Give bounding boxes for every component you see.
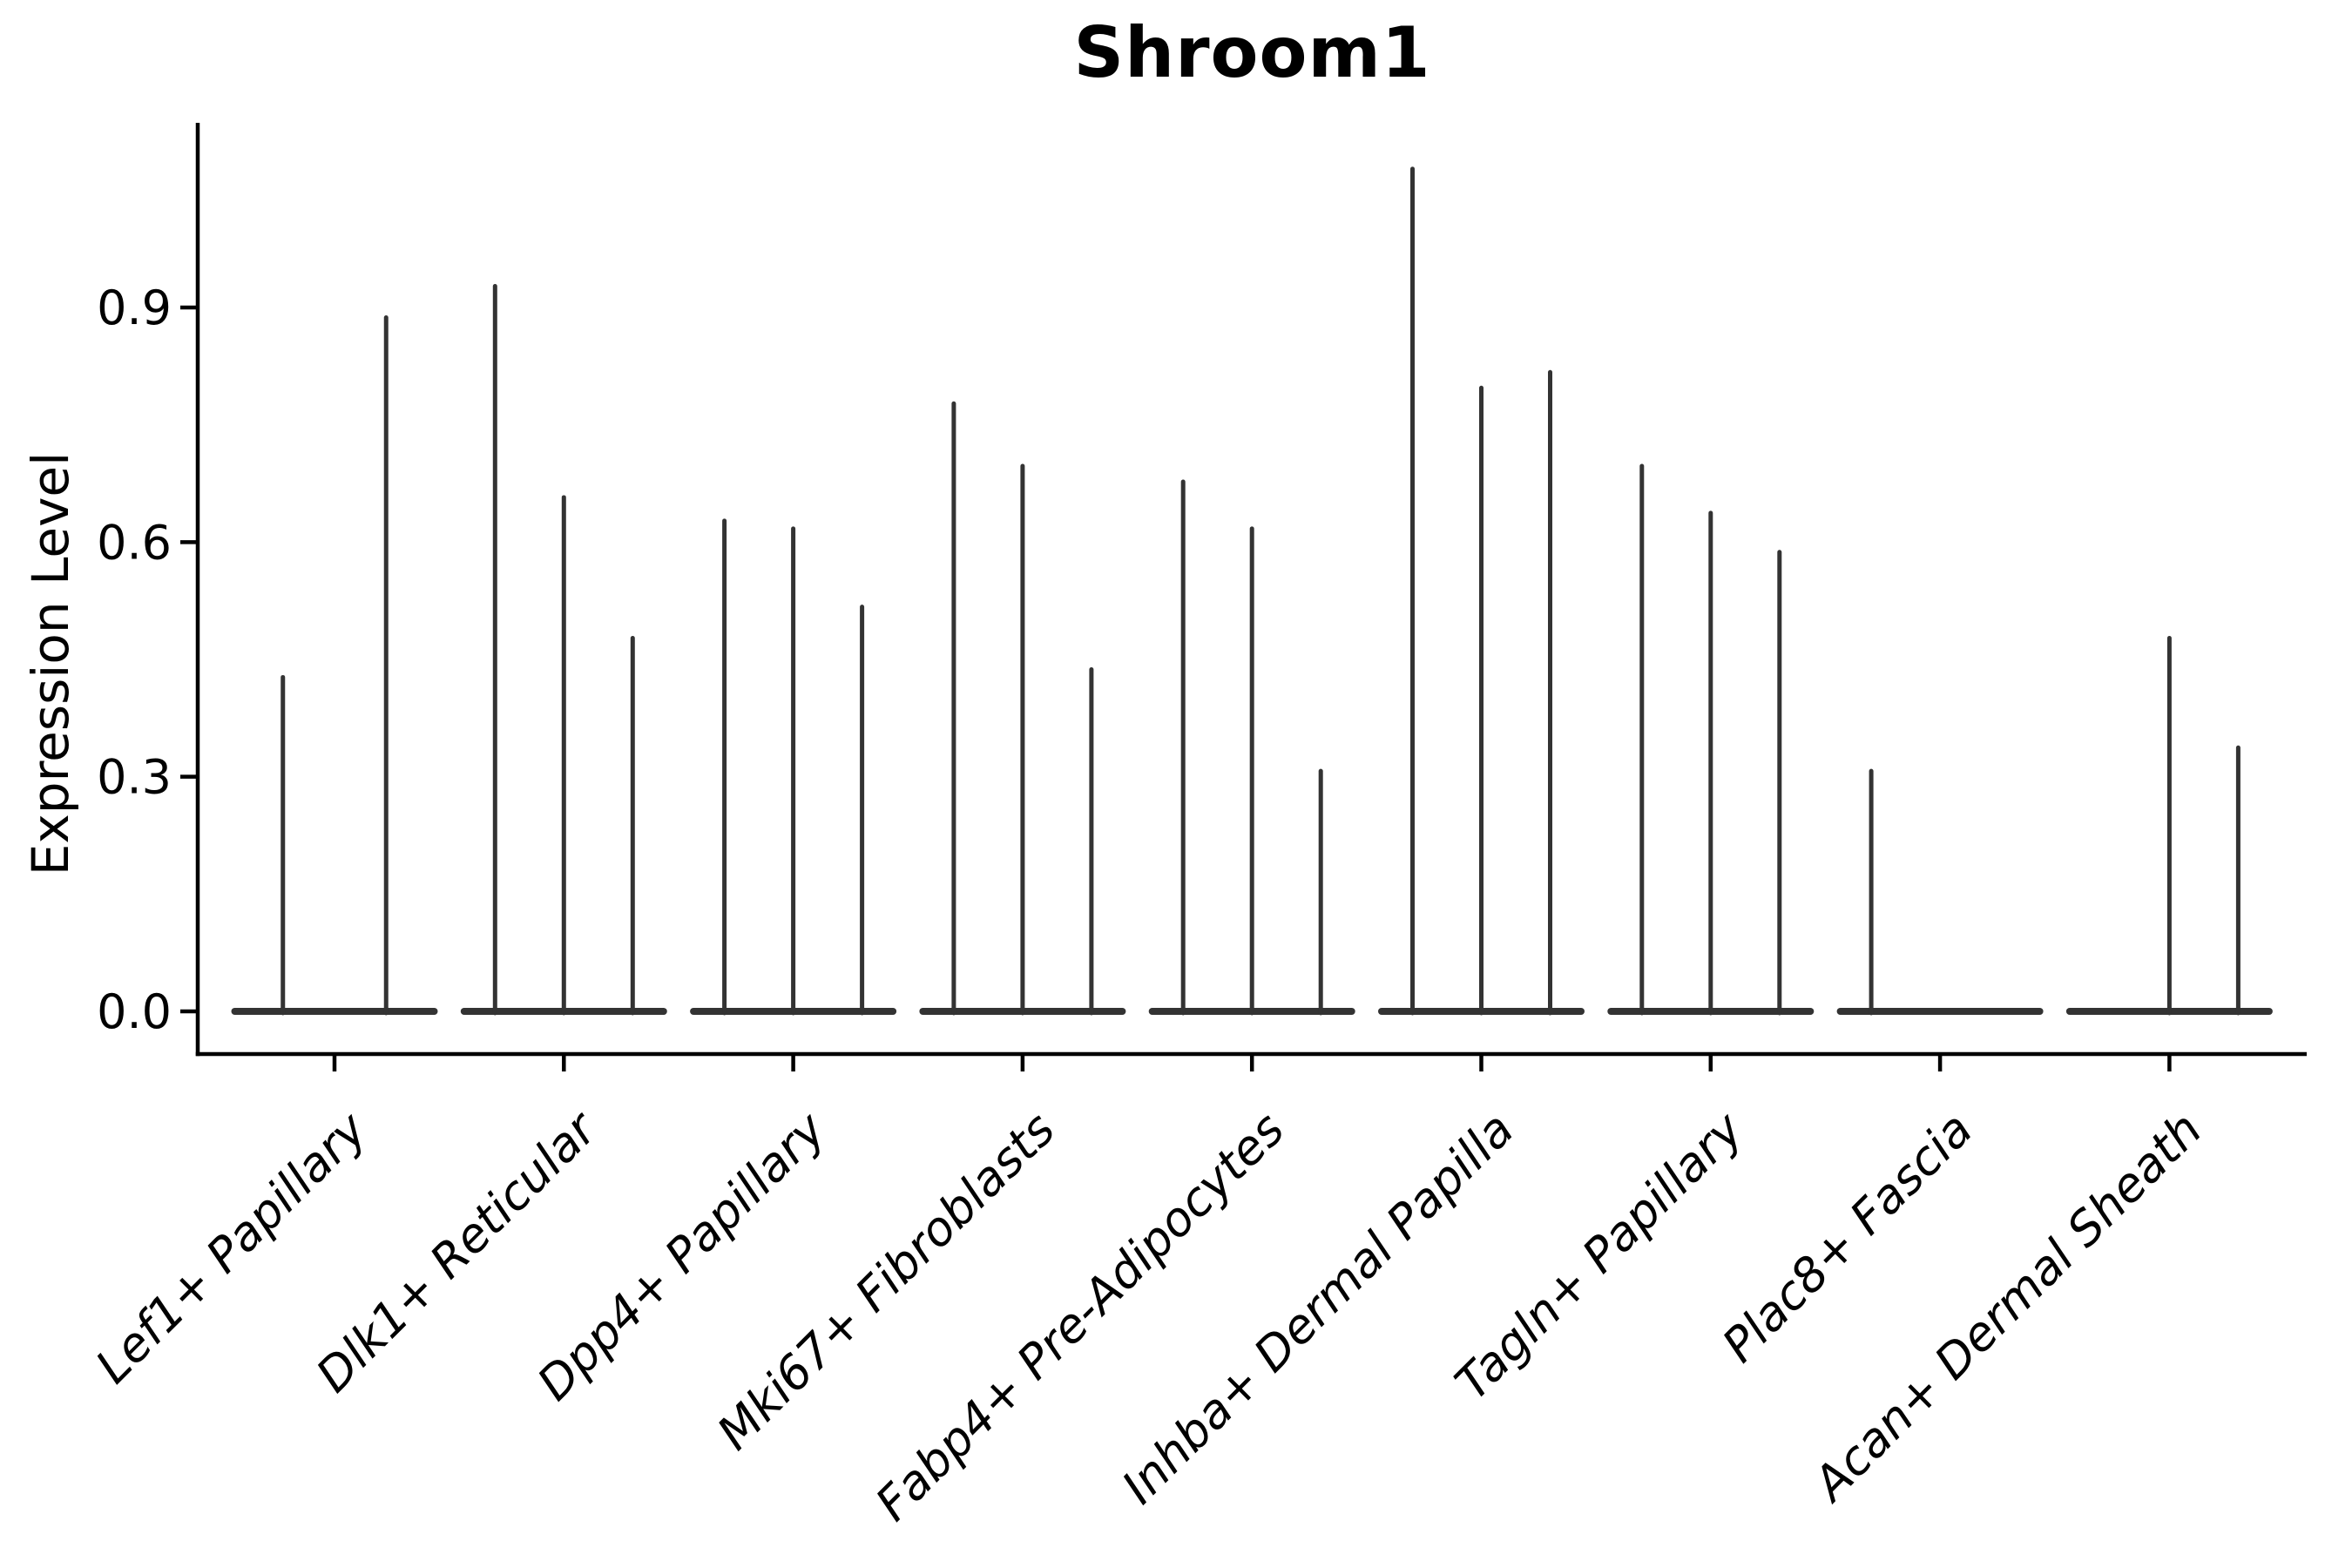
- x-tick-label: Acan+ Dermal Sheath: [1801, 1102, 2213, 1513]
- x-tick-label: Inhba+ Dermal Papilla: [1112, 1102, 1524, 1515]
- violin-group: [690, 518, 897, 1016]
- y-tick-label: 0.6: [97, 515, 172, 570]
- y-tick-label: 0.0: [97, 984, 172, 1039]
- violin-group: [2065, 636, 2273, 1016]
- violin-group: [1607, 463, 1815, 1016]
- x-tick-label: Fabp4+ Pre-Adipocytes: [865, 1102, 1294, 1531]
- violin-group: [1148, 479, 1355, 1016]
- violin-group: [1836, 768, 2044, 1016]
- violin-group: [231, 314, 438, 1016]
- violin-group: [1378, 166, 1585, 1016]
- plot-title: Shroom1: [1073, 12, 1431, 93]
- y-tick-label: 0.9: [97, 280, 172, 335]
- violin-group: [919, 401, 1126, 1016]
- violin-group: [460, 284, 667, 1016]
- y-tick-label: 0.3: [97, 750, 172, 805]
